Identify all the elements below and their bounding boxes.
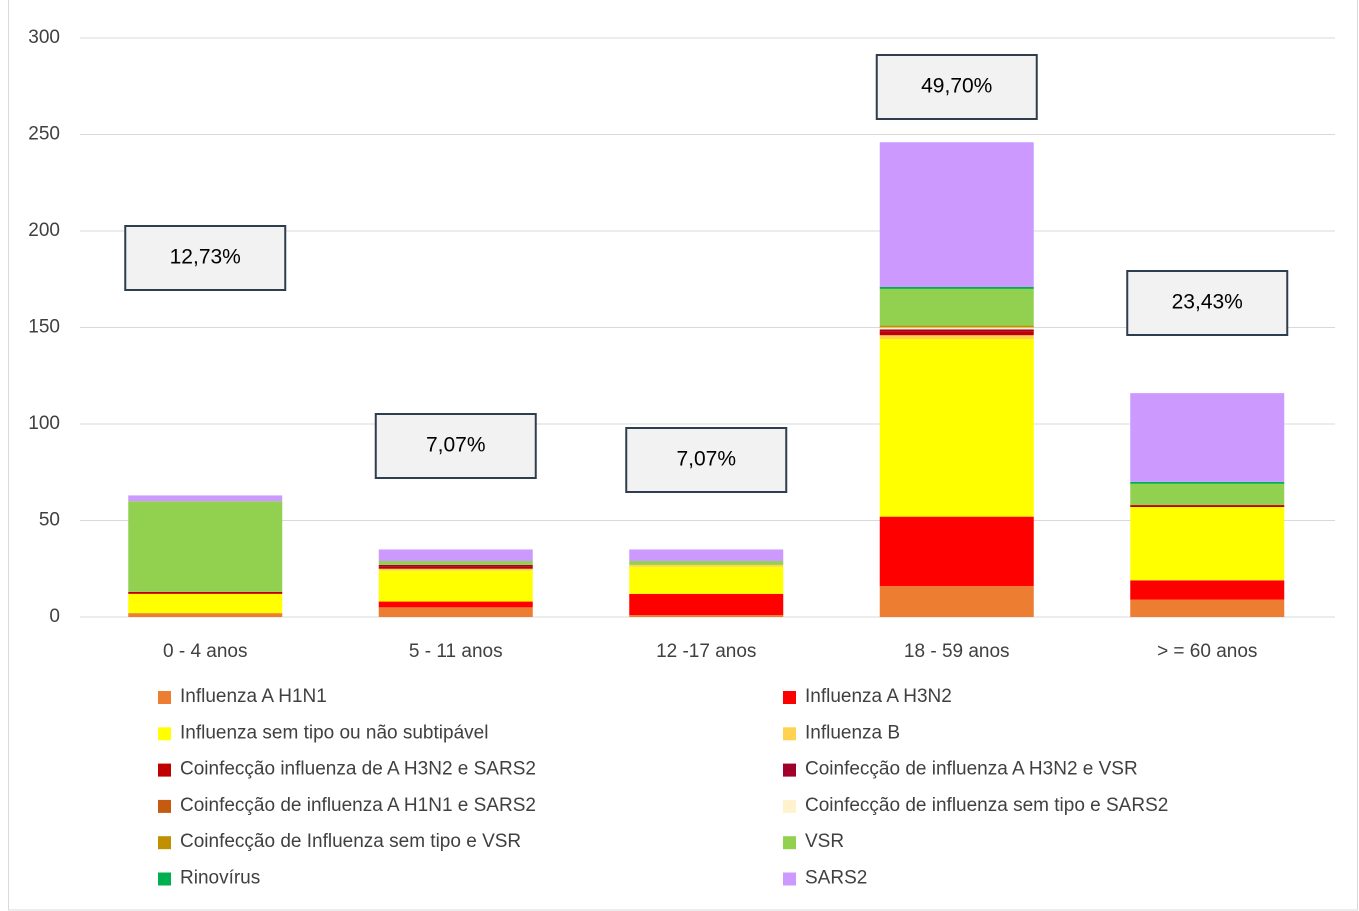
legend-label: Coinfecção de influenza A H3N2 e VSR (805, 759, 1138, 780)
legend-swatch (783, 727, 796, 741)
bar-segment (1130, 481, 1285, 484)
bar-segment (1130, 506, 1285, 581)
legend-swatch (783, 836, 796, 850)
annotation-box (625, 427, 788, 493)
bar-segment (879, 142, 1034, 287)
x-tick-label: 0 - 4 anos (163, 641, 248, 662)
bar-segment (879, 286, 1034, 289)
bar-segment (378, 549, 533, 562)
legend-label: Coinfecção influenza de A H3N2 e SARS2 (180, 759, 536, 780)
bar-segment (378, 607, 533, 617)
bar-segment (629, 564, 784, 567)
x-tick-label: 12 -17 anos (656, 641, 756, 662)
bar-segment (879, 325, 1034, 328)
bar-segment (629, 561, 784, 565)
legend-label: SARS2 (805, 868, 867, 889)
bar-segment (879, 331, 1034, 336)
bar-segment (1130, 580, 1285, 600)
annotation: 7,07% (426, 434, 486, 457)
bar-segment (629, 549, 784, 562)
bar-segment (879, 327, 1034, 330)
y-tick-label: 250 (28, 124, 60, 145)
legend-swatch (158, 799, 171, 813)
annotation-box (1126, 270, 1289, 336)
bar-segment (879, 335, 1034, 340)
bar-segment (128, 501, 283, 592)
bar-segment (378, 564, 533, 567)
legend-swatch (158, 872, 171, 886)
legend-swatch (783, 763, 796, 777)
y-tick-label: 150 (28, 317, 60, 338)
bar-segment (378, 570, 533, 602)
annotation-box (374, 413, 537, 479)
bar-segment (1130, 599, 1285, 617)
legend-label: Coinfecção de influenza sem tipo e SARS2 (805, 795, 1168, 816)
annotation: 7,07% (676, 448, 736, 471)
bar-segment (128, 613, 283, 617)
bar-segment (629, 615, 784, 617)
y-tick-label: 200 (28, 220, 60, 241)
legend-label: Rinovírus (180, 868, 260, 889)
bar-segment (1130, 505, 1285, 507)
y-tick-label: 0 (49, 606, 60, 627)
bar-segment (378, 561, 533, 565)
bar-segment (128, 591, 283, 594)
bar-segment (1130, 393, 1285, 482)
annotation-box (124, 225, 287, 291)
legend-label: Coinfecção de influenza A H1N1 e SARS2 (180, 795, 536, 816)
bar-segment (629, 593, 784, 616)
legend-label: Coinfecção de Influenza sem tipo e VSR (180, 831, 521, 852)
legend-label: VSR (805, 831, 844, 852)
bar-segment (378, 566, 533, 569)
legend-label: Influenza A H1N1 (180, 686, 327, 707)
x-tick-label: > = 60 anos (1157, 641, 1257, 662)
bar-segment (879, 329, 1034, 332)
bar-segment (879, 516, 1034, 587)
bar-segment (879, 288, 1034, 326)
y-tick-label: 100 (28, 413, 60, 434)
legend-swatch (783, 872, 796, 886)
legend-swatch (783, 799, 796, 813)
bar-segment (879, 586, 1034, 617)
y-tick-label: 50 (39, 510, 60, 531)
legend-swatch (158, 691, 171, 704)
legend-swatch (783, 691, 796, 704)
bar-segment (378, 601, 533, 608)
annotation: 23,43% (1172, 291, 1243, 314)
annotation: 12,73% (170, 246, 241, 269)
annotation-box (875, 54, 1038, 120)
bar-segment (128, 593, 283, 614)
legend-label: Influenza B (805, 722, 900, 743)
x-tick-label: 5 - 11 anos (409, 641, 503, 662)
bar-segment (128, 495, 283, 502)
legend-swatch (158, 836, 171, 850)
annotation: 49,70% (921, 75, 992, 98)
bar-segment (1130, 483, 1285, 506)
bar-segment (629, 566, 784, 594)
legend-swatch (158, 727, 171, 741)
x-tick-label: 18 - 59 anos (904, 641, 1010, 662)
bar-segment (879, 339, 1034, 517)
legend-swatch (158, 763, 171, 777)
chart-frame (8, 0, 1358, 911)
y-tick-label: 300 (28, 27, 60, 48)
legend-label: Influenza sem tipo ou não subtipável (180, 722, 488, 743)
legend-label: Influenza A H3N2 (805, 686, 952, 707)
bar-segment (378, 568, 533, 571)
